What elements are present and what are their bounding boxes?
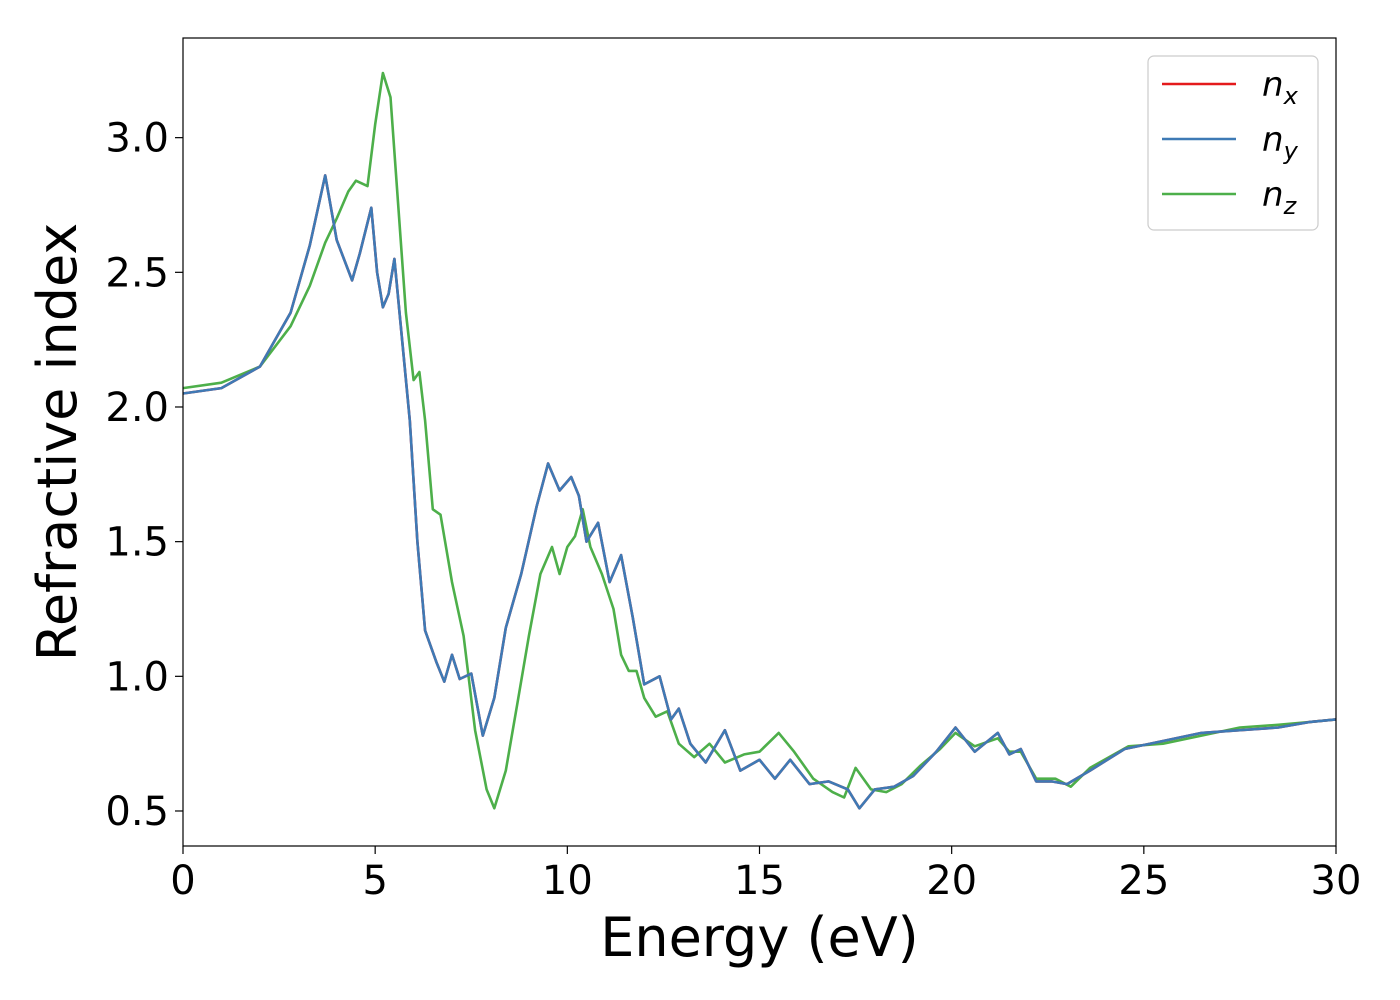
legend-label: ny — [1262, 120, 1299, 165]
legend-entry-nx: nx — [1162, 65, 1299, 110]
y-tick-label: 2.5 — [105, 250, 169, 296]
legend-label-subscript: y — [1283, 137, 1299, 165]
x-tick-label: 5 — [362, 858, 387, 904]
legend-label: nz — [1262, 175, 1298, 220]
y-tick-label: 1.5 — [105, 520, 169, 566]
y-tick-label: 3.0 — [105, 116, 169, 162]
legend-label-subscript: x — [1283, 82, 1299, 110]
x-tick-label: 30 — [1311, 858, 1362, 904]
y-tick-label: 2.0 — [105, 385, 169, 431]
x-tick-label: 15 — [734, 858, 785, 904]
x-tick-label: 20 — [926, 858, 977, 904]
series-line-ny — [182, 174, 1337, 810]
series-layer — [182, 71, 1337, 810]
y-axis-title: Refractive index — [26, 223, 89, 662]
legend-label: nx — [1262, 65, 1299, 110]
legend-label-base: n — [1262, 175, 1284, 215]
x-axis-ticks: 0 5 10 15 20 25 30 — [170, 846, 1361, 904]
legend-entry-nz: nz — [1162, 175, 1298, 220]
x-axis-title: Energy (eV) — [600, 906, 919, 969]
legend-label-subscript: z — [1283, 192, 1298, 220]
legend-entry-ny: ny — [1162, 120, 1299, 165]
y-tick-label: 0.5 — [105, 789, 169, 835]
legend-label-base: n — [1262, 120, 1284, 160]
x-tick-label: 0 — [170, 858, 195, 904]
y-axis-ticks: 0.5 1.0 1.5 2.0 2.5 3.0 — [105, 116, 183, 835]
y-tick-label: 1.0 — [105, 654, 169, 700]
legend-label-base: n — [1262, 65, 1284, 105]
x-tick-label: 25 — [1118, 858, 1169, 904]
x-tick-label: 10 — [542, 858, 593, 904]
legend-frame — [1147, 55, 1319, 231]
